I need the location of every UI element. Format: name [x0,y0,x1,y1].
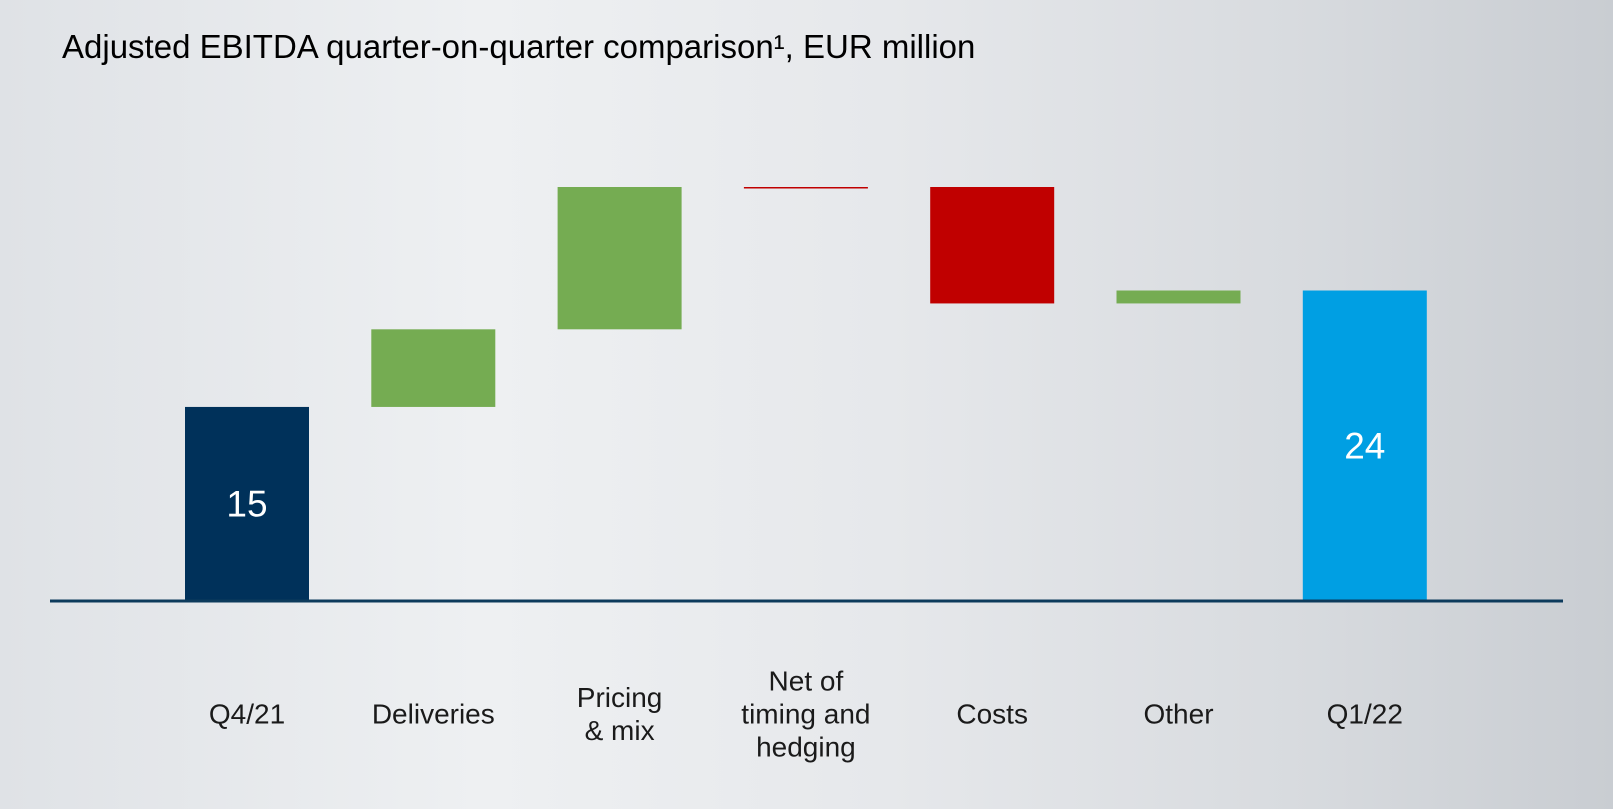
bar [371,329,496,407]
x-tick-label: Costs [956,698,1028,730]
data-label: 24 [1344,425,1385,466]
bar [1116,290,1241,304]
bar [930,187,1055,304]
x-tick-label: Other [1143,698,1214,730]
x-tick-label: Q1/22 [1326,698,1403,730]
data-label: 15 [226,484,267,525]
chart-title: Adjusted EBITDA quarter-on-quarter compa… [62,28,976,65]
x-tick-label: Pricing & mix [576,682,663,746]
x-tick-label: Deliveries [371,698,495,730]
x-tick-label: Q4/21 [208,698,286,730]
bar [1302,290,1427,601]
x-tick-label: Net of timing and hedging [741,665,871,763]
bar [743,187,868,189]
bar [557,187,682,330]
bar [185,406,309,601]
